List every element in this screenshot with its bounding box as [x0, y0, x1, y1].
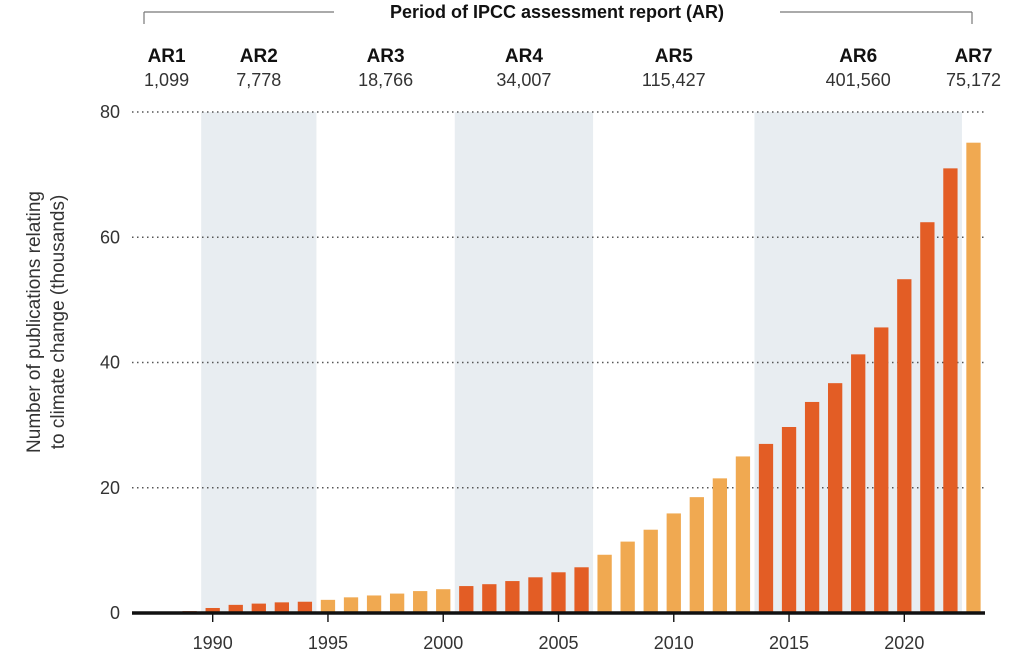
bar-2013 [735, 456, 751, 613]
ar-label-ar2: AR2 [240, 46, 278, 67]
x-tick-labels: 1990 1995 2000 2005 2010 2015 2020 [193, 613, 924, 653]
y-tick-80: 80 [100, 102, 120, 122]
bar-2018 [851, 354, 866, 613]
bar-2014 [758, 443, 774, 613]
period-header: Period of IPCC assessment report (AR) [143, 2, 973, 24]
y-axis-label-line2: to climate change (thousands) [48, 195, 69, 450]
bar-2008 [620, 541, 635, 613]
bar-1991 [228, 604, 243, 613]
bar-2003 [505, 581, 520, 613]
bar-1999 [413, 591, 428, 613]
x-tick-2010: 2010 [654, 633, 694, 653]
y-tick-40: 40 [100, 353, 120, 373]
x-tick-2005: 2005 [538, 633, 578, 653]
ar-label-ar6: AR6 [839, 46, 877, 67]
period-title: Period of IPCC assessment report (AR) [390, 2, 724, 22]
bars [136, 142, 981, 614]
bar-2011 [689, 497, 704, 613]
ar-label-ar3: AR3 [367, 46, 405, 67]
bar-1990 [205, 607, 220, 613]
y-axis-label-line1: Number of publications relating [24, 191, 45, 453]
bar-2002 [482, 584, 497, 613]
bar-1995 [320, 599, 336, 613]
bar-1994 [297, 601, 313, 613]
y-axis-label: Number of publications relating to clima… [24, 191, 69, 453]
bar-2006 [574, 567, 589, 613]
ar-count-ar7: 75,172 [946, 70, 1001, 90]
bar-2010 [666, 513, 681, 613]
y-tick-0: 0 [110, 603, 120, 623]
bar-2020 [897, 279, 912, 613]
bar-1996 [343, 597, 359, 613]
ar-count-ar3: 18,766 [358, 70, 413, 90]
x-tick-2000: 2000 [423, 633, 463, 653]
bar-2009 [643, 529, 658, 613]
bar-2015 [781, 427, 797, 613]
ar-label-ar1: AR1 [148, 46, 186, 67]
bar-2007 [597, 554, 612, 613]
bar-2000 [436, 589, 451, 613]
bar-1998 [389, 593, 405, 613]
bar-2019 [874, 327, 889, 613]
bar-2005 [551, 572, 566, 613]
bar-2004 [528, 577, 543, 613]
bar-2001 [459, 586, 474, 613]
ar-count-ar6: 401,560 [826, 70, 891, 90]
y-tick-20: 20 [100, 478, 120, 498]
bar-1992 [251, 603, 266, 613]
x-tick-2020: 2020 [884, 633, 924, 653]
x-tick-1990: 1990 [193, 633, 233, 653]
ar-labels: AR1 1,099 AR2 7,778 AR3 18,766 AR4 34,007 AR5 115… [144, 46, 1001, 90]
x-tick-2015: 2015 [769, 633, 809, 653]
bar-2012 [712, 478, 728, 613]
bar-2021 [920, 222, 935, 613]
bar-2023 [966, 142, 981, 613]
gridlines [132, 111, 985, 489]
bar-2022 [943, 168, 958, 614]
y-tick-labels: 0 20 40 60 80 [100, 102, 120, 623]
ar-label-ar7: AR7 [954, 46, 992, 67]
ar-count-ar5: 115,427 [642, 70, 706, 90]
bar-1993 [274, 602, 289, 613]
bar-2016 [804, 401, 820, 613]
y-tick-60: 60 [100, 227, 120, 247]
bar-1997 [366, 595, 382, 613]
ar-label-ar5: AR5 [655, 46, 693, 67]
ar-count-ar4: 34,007 [496, 70, 551, 90]
ar-count-ar2: 7,778 [236, 70, 281, 90]
bar-2017 [828, 383, 843, 613]
ar-label-ar4: AR4 [505, 46, 543, 67]
ar-count-ar1: 1,099 [144, 70, 189, 90]
x-tick-1995: 1995 [308, 633, 348, 653]
